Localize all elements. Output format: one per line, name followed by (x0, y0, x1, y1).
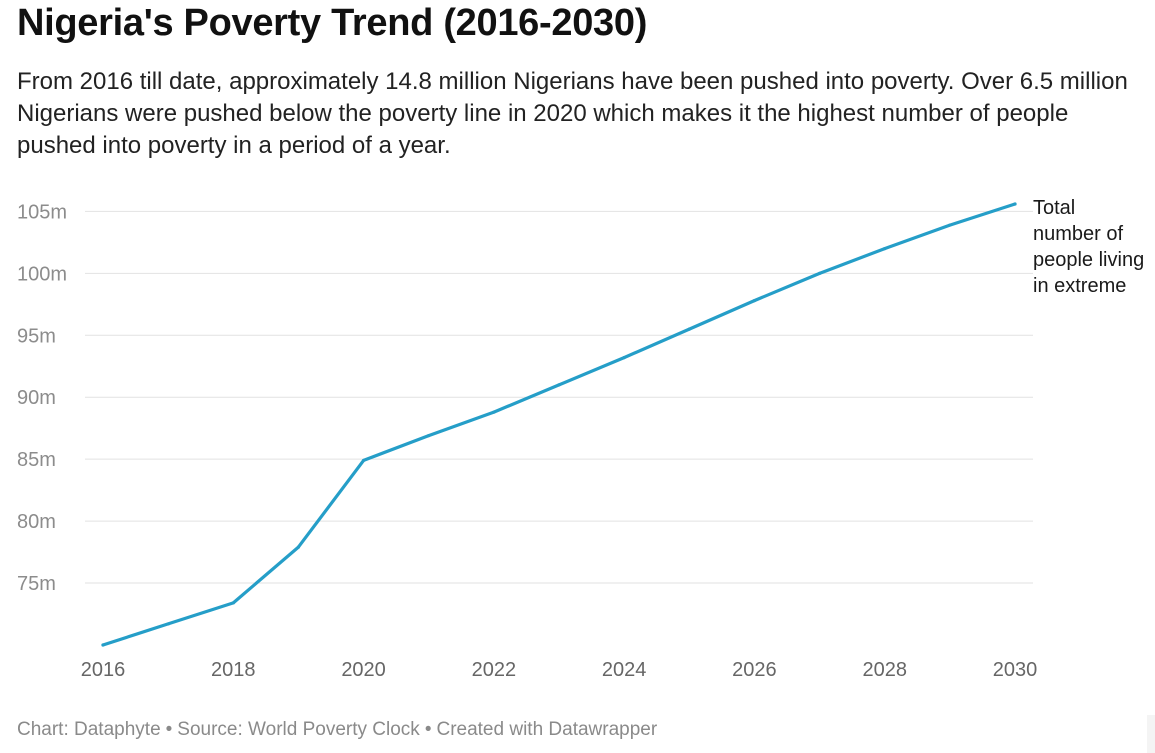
data-point (427, 434, 431, 438)
y-tick-label: 90m (17, 387, 56, 409)
data-point (687, 327, 691, 331)
x-tick-label: 2022 (472, 659, 517, 681)
data-point (817, 271, 822, 275)
footer-separator: • (424, 719, 432, 740)
y-tick-label: 105m (17, 201, 67, 223)
chart-title: Nigeria's Poverty Trend (2016-2030) (17, 2, 648, 44)
data-point (622, 356, 626, 360)
y-tick-label: 75m (17, 573, 56, 595)
data-point (883, 246, 887, 251)
chart-credit: Chart: Dataphyte (17, 719, 161, 740)
y-tick-label: 95m (17, 325, 56, 347)
x-axis-ticks: 2016 2018 2020 2022 2024 2026 2028 2030 (81, 659, 1038, 681)
data-point (752, 299, 757, 303)
data-point (492, 410, 496, 414)
data-point (1013, 202, 1017, 206)
data-point (361, 458, 366, 463)
x-tick-label: 2028 (862, 659, 907, 681)
x-tick-label: 2018 (211, 659, 256, 681)
x-tick-label: 2026 (732, 659, 777, 681)
x-tick-label: 2016 (81, 659, 126, 681)
chart-footer: Chart: Dataphyte • Source: World Poverty C… (17, 719, 657, 741)
y-axis-ticks: 75m 80m 85m 90m 95m 100m 105m (17, 201, 67, 595)
data-point (296, 545, 301, 549)
y-tick-label: 100m (17, 263, 67, 285)
x-tick-label: 2024 (602, 659, 647, 681)
x-tick-label: 2020 (341, 659, 386, 681)
x-tick-label: 2030 (993, 659, 1038, 681)
data-point (166, 622, 170, 626)
data-point (101, 643, 105, 647)
footer-separator: • (165, 719, 173, 740)
y-tick-label: 80m (17, 511, 56, 533)
y-tick-label: 85m (17, 449, 56, 471)
chart-subtitle: From 2016 till date, approximately 14.8 … (17, 68, 1128, 159)
data-point (557, 383, 561, 387)
series-layer (101, 202, 1017, 647)
data-point (231, 601, 235, 605)
source-credit: Source: World Poverty Clock (177, 719, 420, 740)
data-point (948, 223, 952, 227)
created-with-credit: Created with Datawrapper (436, 719, 658, 740)
series-line (101, 202, 1017, 647)
gridlines (85, 210, 1033, 584)
corner-decoration (1147, 715, 1155, 753)
series-label: Total number of people living in extreme (1033, 197, 1145, 297)
